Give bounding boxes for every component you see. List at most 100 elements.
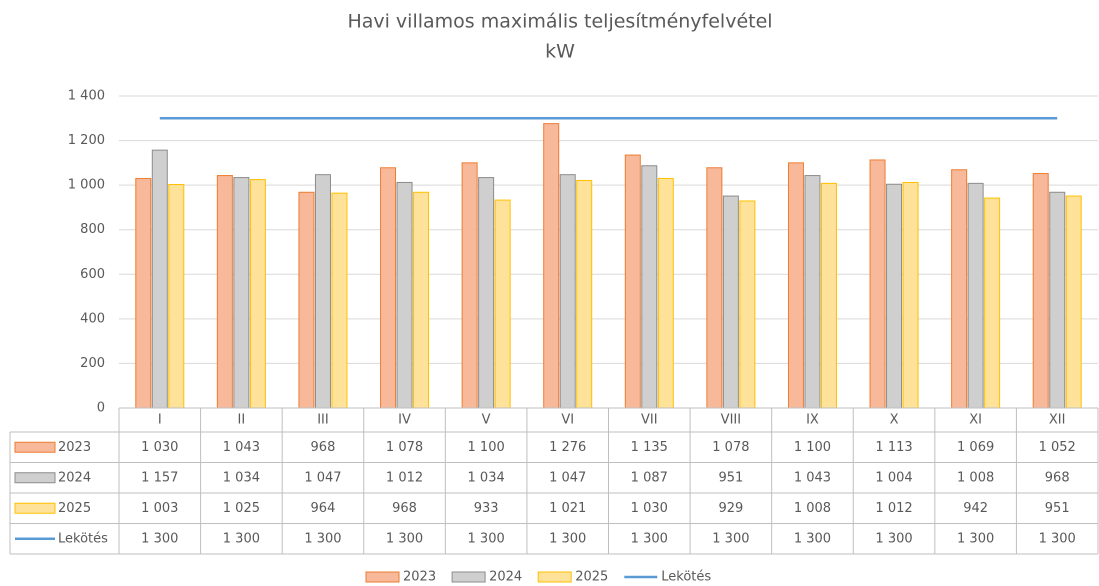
bar <box>543 123 560 409</box>
table-cell: 1 025 <box>223 501 260 516</box>
x-tick-label: IV <box>398 413 411 428</box>
bar <box>216 175 233 409</box>
legend-key <box>451 571 486 583</box>
y-tick-label: 1 000 <box>68 178 105 193</box>
table-series-name: 2024 <box>58 470 91 485</box>
x-tick-label: III <box>317 413 329 428</box>
bar <box>559 174 576 409</box>
table-cell: 1 043 <box>223 440 260 455</box>
table-cell: 968 <box>311 440 336 455</box>
table-series-name: Lekötés <box>58 531 108 546</box>
legend-label: Lekötés <box>661 570 711 585</box>
bar <box>331 192 348 409</box>
table-cell: 1 043 <box>794 470 831 485</box>
x-tick-label: XII <box>1049 413 1066 428</box>
table-cell: 1 003 <box>141 501 178 516</box>
bar <box>886 183 903 409</box>
bar <box>233 177 250 409</box>
table-cell: 1 300 <box>875 531 912 546</box>
x-tick-label: IX <box>806 413 819 428</box>
bar <box>1065 195 1082 409</box>
table-cell: 1 012 <box>875 501 912 516</box>
table-cell: 1 100 <box>468 440 505 455</box>
y-tick-label: 1 200 <box>68 133 105 148</box>
legend-label: 2023 <box>403 570 436 585</box>
y-tick-label: 1 400 <box>68 89 105 104</box>
y-tick-label: 800 <box>80 222 105 237</box>
table-cell: 964 <box>311 501 336 516</box>
x-tick-label: XI <box>969 413 982 428</box>
bar <box>135 177 152 409</box>
bar <box>951 169 968 409</box>
bar <box>461 162 478 409</box>
table-cell: 1 100 <box>794 440 831 455</box>
legend-label: 2025 <box>575 570 608 585</box>
bar <box>168 183 185 409</box>
table-cell: 1 135 <box>631 440 668 455</box>
x-tick-label: X <box>890 413 899 428</box>
table-legend-key <box>14 441 56 453</box>
table-cell: 1 300 <box>386 531 423 546</box>
table-cell: 1 300 <box>631 531 668 546</box>
table-series-name: 2025 <box>58 501 91 516</box>
table-cell: 1 300 <box>549 531 586 546</box>
table-cell: 951 <box>1045 501 1070 516</box>
bar <box>1049 191 1066 409</box>
table-cell: 1 078 <box>712 440 749 455</box>
y-tick-label: 600 <box>80 267 105 282</box>
table-cell: 1 030 <box>141 440 178 455</box>
table-cell: 1 300 <box>1039 531 1076 546</box>
table-legend-key <box>14 502 56 514</box>
table-cell: 968 <box>1045 470 1070 485</box>
bar <box>869 159 886 409</box>
x-tick-label: VIII <box>721 413 741 428</box>
bar <box>706 167 723 409</box>
table-cell: 1 069 <box>957 440 994 455</box>
table-cell: 1 004 <box>875 470 912 485</box>
bar <box>984 197 1001 409</box>
bar <box>902 181 919 409</box>
bar <box>413 191 430 409</box>
table-cell: 942 <box>963 501 988 516</box>
table-cell: 933 <box>474 501 499 516</box>
bar <box>624 154 641 409</box>
table-cell: 1 078 <box>386 440 423 455</box>
table-cell: 1 300 <box>141 531 178 546</box>
table-cell: 1 300 <box>712 531 749 546</box>
x-tick-label: VI <box>561 413 574 428</box>
x-tick-label: V <box>482 413 491 428</box>
chart-subtitle: kW <box>545 41 575 63</box>
x-tick-label: VII <box>641 413 658 428</box>
table-cell: 968 <box>392 501 417 516</box>
bar <box>1032 173 1049 409</box>
table-cell: 1 113 <box>875 440 912 455</box>
bar <box>787 162 804 409</box>
table-cell: 1 021 <box>549 501 586 516</box>
table-legend-key <box>14 472 56 484</box>
bar <box>722 195 739 409</box>
bar <box>249 179 266 409</box>
table-cell: 1 300 <box>794 531 831 546</box>
table-cell: 1 008 <box>957 470 994 485</box>
bar <box>298 191 315 409</box>
table-cell: 1 034 <box>468 470 505 485</box>
bar <box>657 177 674 409</box>
bar <box>641 165 658 409</box>
bar <box>396 181 413 409</box>
y-tick-label: 0 <box>97 401 105 416</box>
table-cell: 1 300 <box>957 531 994 546</box>
table-cell: 1 008 <box>794 501 831 516</box>
table-series-name: 2023 <box>58 440 91 455</box>
chart-title: Havi villamos maximális teljesítményfelv… <box>347 11 772 33</box>
bar <box>804 175 821 409</box>
table-cell: 1 087 <box>631 470 668 485</box>
bar <box>380 167 397 409</box>
legend-key <box>365 571 400 583</box>
table-cell: 1 300 <box>223 531 260 546</box>
table-cell: 1 030 <box>631 501 668 516</box>
table-cell: 1 034 <box>223 470 260 485</box>
table-cell: 951 <box>718 470 743 485</box>
legend-key <box>537 571 572 583</box>
